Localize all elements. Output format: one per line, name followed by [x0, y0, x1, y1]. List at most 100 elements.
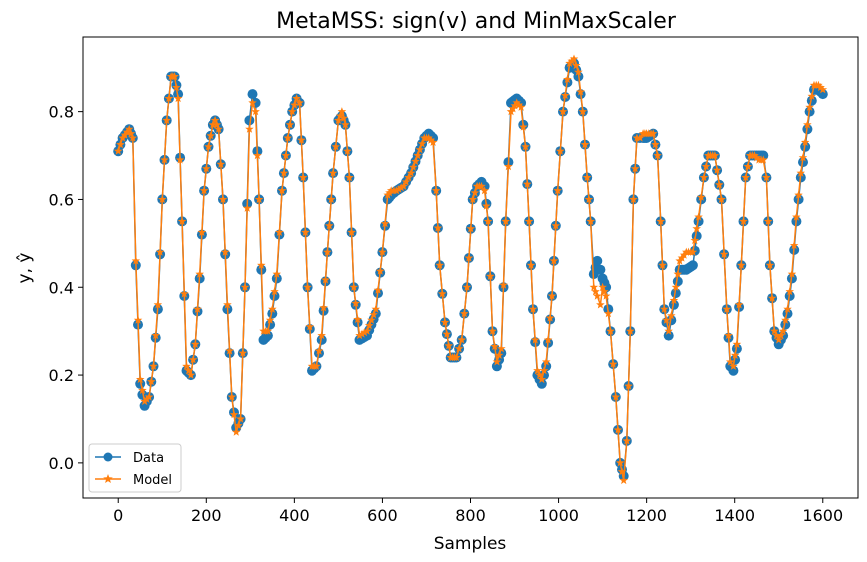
model-point: [362, 326, 372, 335]
model-point: [225, 346, 234, 355]
data-point: [265, 319, 276, 330]
model-point: [591, 287, 600, 296]
model-point: [662, 315, 671, 324]
model-point: [126, 129, 136, 138]
model-point: [376, 266, 385, 275]
model-point: [314, 346, 324, 355]
model-point: [699, 173, 709, 182]
model-point: [630, 164, 640, 173]
model-point: [743, 162, 753, 171]
model-point: [248, 98, 257, 107]
model-point: [651, 140, 660, 149]
model-point: [477, 181, 486, 190]
legend-model-marker: [103, 474, 113, 483]
model-point: [319, 303, 328, 312]
model-point: [406, 168, 416, 177]
model-point: [191, 339, 200, 348]
model-point: [113, 146, 123, 155]
model-point: [326, 194, 336, 204]
model-point: [444, 341, 454, 350]
model-point: [671, 282, 681, 291]
model-point: [576, 87, 585, 96]
model-point: [149, 361, 158, 370]
model-point: [251, 107, 260, 116]
y-tick-label: 0.6: [49, 190, 74, 209]
model-point: [164, 94, 174, 103]
model-point: [798, 153, 808, 162]
model-point: [608, 359, 618, 368]
model-point: [305, 322, 315, 331]
model-point: [193, 304, 202, 313]
model-point: [312, 361, 321, 370]
model-point: [789, 241, 799, 250]
model-point: [752, 153, 761, 162]
model-point: [722, 304, 732, 313]
model-point: [717, 194, 726, 204]
model-point: [730, 350, 740, 359]
model-point: [177, 216, 187, 225]
model-point: [216, 159, 226, 168]
model-point: [690, 235, 700, 245]
model-point: [298, 173, 308, 182]
model-point: [796, 168, 805, 177]
model-point: [783, 304, 792, 313]
model-point: [257, 260, 266, 269]
y-tick-label: 0.8: [49, 103, 74, 122]
data-point: [728, 365, 739, 376]
y-tick-label: 0.0: [49, 454, 74, 473]
model-point: [715, 180, 724, 189]
model-point: [236, 414, 245, 423]
model-point: [392, 186, 401, 195]
model-point: [206, 131, 215, 140]
model-point: [537, 375, 547, 384]
model-point: [803, 120, 812, 129]
model-point: [617, 467, 627, 476]
data-point: [244, 115, 255, 126]
model-point: [355, 331, 364, 340]
model-point: [501, 216, 510, 225]
model-point: [765, 260, 775, 269]
model-point: [649, 129, 658, 138]
model-point: [593, 291, 602, 300]
x-tick-label: 1000: [538, 506, 579, 525]
model-point: [792, 212, 801, 221]
model-point: [452, 353, 461, 362]
model-point: [470, 188, 480, 197]
model-point: [343, 146, 352, 155]
model-point: [556, 146, 565, 155]
model-point: [188, 355, 198, 364]
model-point: [210, 115, 220, 125]
model-point: [543, 335, 553, 344]
model-point: [464, 253, 474, 262]
model-point: [413, 151, 422, 160]
model-point: [514, 100, 524, 109]
model-point: [547, 291, 557, 300]
model-point: [539, 366, 549, 375]
model-point: [277, 186, 287, 195]
model-point: [435, 260, 444, 269]
model-point: [151, 331, 160, 340]
data-point: [267, 308, 278, 319]
model-point: [521, 142, 530, 151]
x-ticks: 0 200 400 600 800 1000 1200 1400 1600: [113, 498, 843, 525]
data-point: [687, 260, 698, 271]
model-point: [175, 155, 185, 164]
model-point: [490, 342, 499, 351]
model-point: [144, 392, 154, 401]
model-point: [279, 168, 289, 177]
model-point: [697, 192, 706, 201]
y-axis-label: y, ŷ: [15, 253, 35, 284]
model-point: [488, 326, 497, 335]
model-point: [433, 223, 443, 232]
model-point: [480, 186, 489, 195]
model-point: [371, 304, 381, 313]
model-point: [364, 321, 374, 330]
model-point: [586, 216, 595, 225]
model-point: [212, 120, 222, 129]
model-point: [512, 98, 521, 107]
model-point: [531, 335, 540, 344]
data-point: [672, 276, 683, 287]
model-point: [409, 162, 418, 171]
data-point: [806, 95, 817, 106]
model-point: [759, 155, 768, 164]
